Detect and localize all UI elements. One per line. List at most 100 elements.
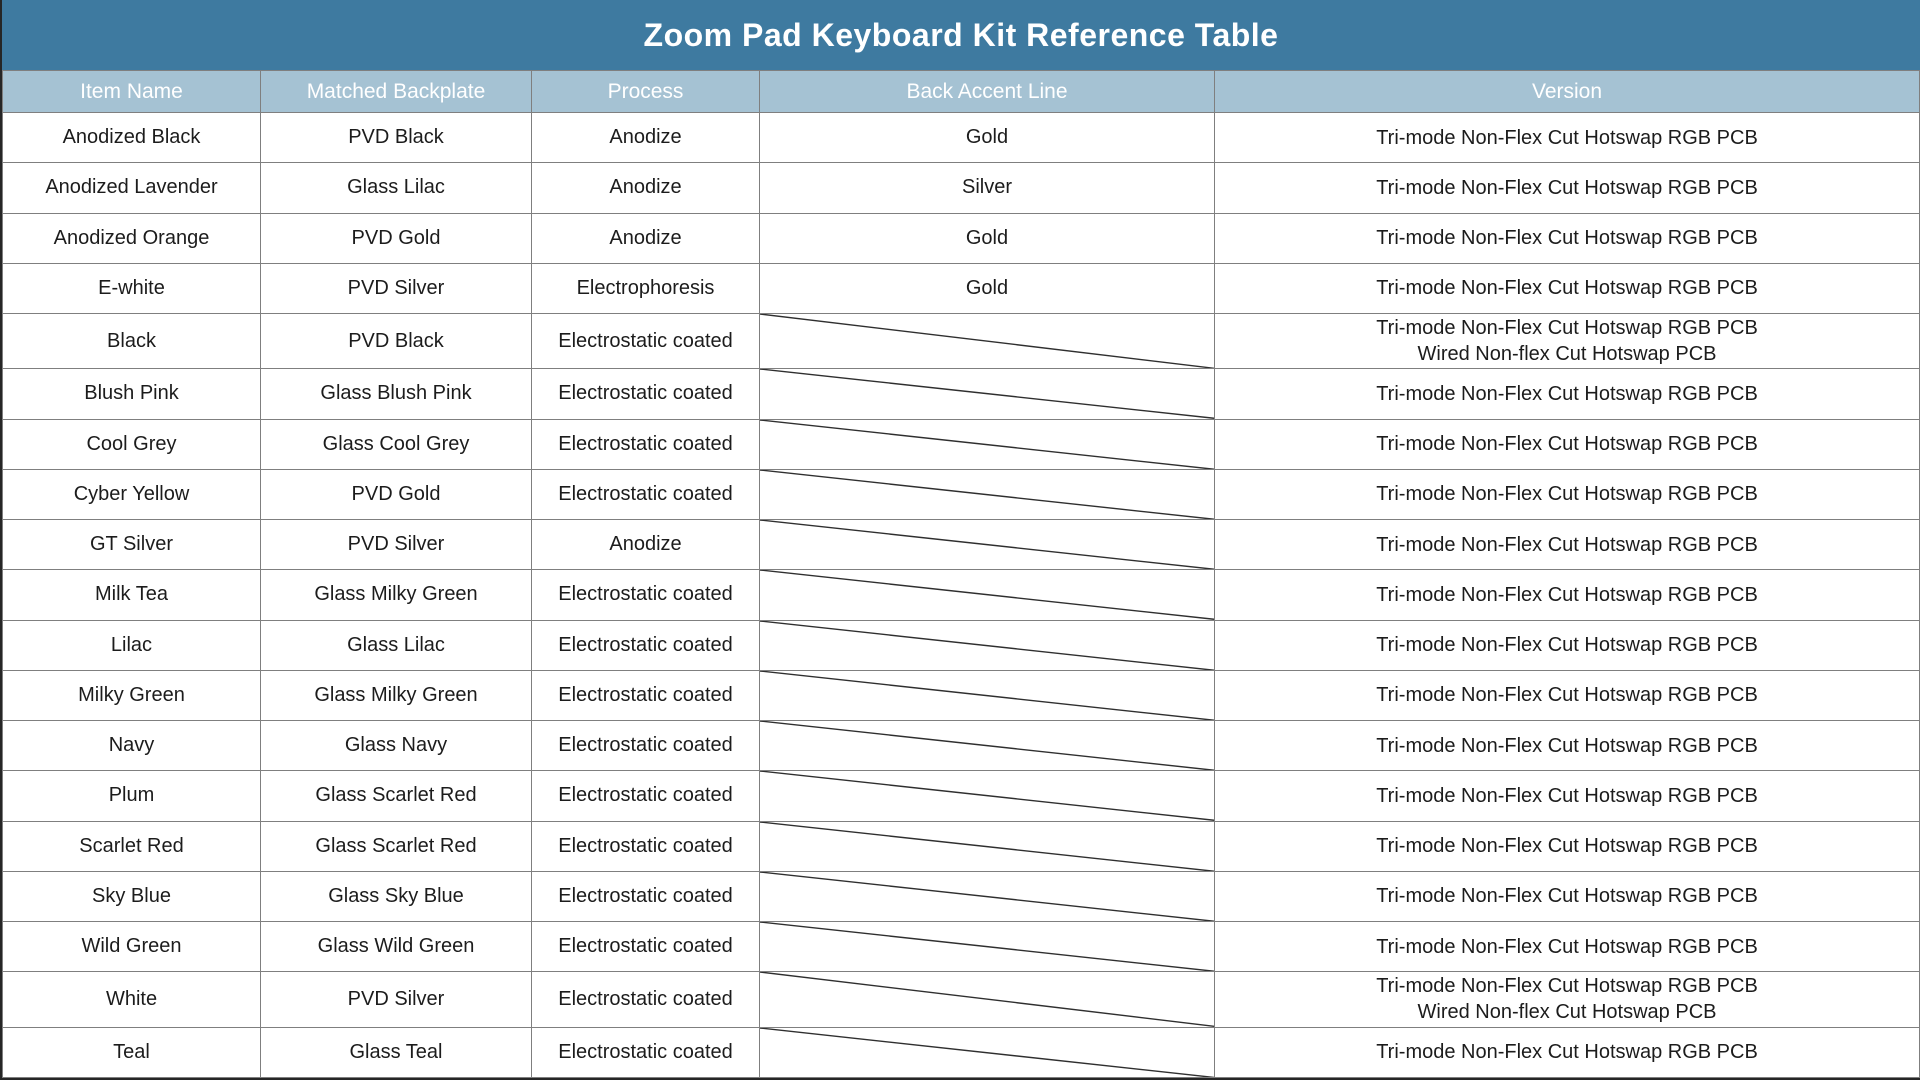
table-row-navy: Navy Glass Navy Electrostatic coated Tri-mo…	[2, 720, 1920, 772]
cell-item-name: E-white	[2, 262, 261, 315]
na-diagonal-line	[760, 771, 1214, 820]
cell-process: Electrostatic coated	[531, 971, 760, 1028]
table-row-milk-tea: Milk Tea Glass Milky Green Electrostatic c…	[2, 569, 1920, 621]
cell-matched-backplate: Glass Scarlet Red	[260, 820, 532, 872]
cell-item-name: Teal	[2, 1026, 261, 1079]
cell-process: Electrostatic coated	[531, 418, 760, 470]
cell-back-accent: Gold	[759, 111, 1215, 164]
na-diagonal-line	[760, 621, 1214, 670]
cell-process: Electrostatic coated	[531, 619, 760, 671]
cell-item-name: Anodized Orange	[2, 212, 261, 264]
cell-back-accent-none	[759, 870, 1215, 923]
cell-version: Tri-mode Non-Flex Cut Hotswap RGB PCB	[1214, 921, 1920, 973]
version-line: Tri-mode Non-Flex Cut Hotswap RGB PCB	[1376, 784, 1758, 807]
version-line: Tri-mode Non-Flex Cut Hotswap RGB PCB	[1376, 533, 1758, 556]
cell-item-name: Milk Tea	[2, 569, 261, 621]
cell-version: Tri-mode Non-Flex Cut Hotswap RGB PCB	[1214, 720, 1920, 772]
cell-item-name: White	[2, 971, 261, 1028]
version-line: Tri-mode Non-Flex Cut Hotswap RGB PCB	[1376, 317, 1758, 340]
table-row-cool-grey: Cool Grey Glass Cool Grey Electrostatic co…	[2, 418, 1920, 470]
na-diagonal-line	[760, 570, 1214, 619]
table-row-scarlet-red: Scarlet Red Glass Scarlet Red Electrostati…	[2, 820, 1920, 872]
cell-matched-backplate: Glass Lilac	[260, 162, 532, 214]
cell-back-accent-none	[759, 1026, 1215, 1079]
column-header-matched-backplate: Matched Backplate	[260, 70, 532, 113]
table-row-blush-pink: Blush Pink Glass Blush Pink Electrostatic …	[2, 368, 1920, 420]
cell-item-name: Wild Green	[2, 921, 261, 973]
na-diagonal-line	[760, 671, 1214, 720]
cell-version: Tri-mode Non-Flex Cut Hotswap RGB PCB	[1214, 162, 1920, 214]
cell-process: Anodize	[531, 162, 760, 214]
cell-matched-backplate: PVD Gold	[260, 212, 532, 264]
cell-item-name: Navy	[2, 720, 261, 772]
table-row-e-white: E-white PVD Silver Electrophoresis Gold Tri-…	[2, 262, 1920, 315]
cell-process: Electrostatic coated	[531, 720, 760, 772]
table-row-gt-silver: GT Silver PVD Silver Anodize Tri-mode Non-F…	[2, 519, 1920, 571]
table-row-sky-blue: Sky Blue Glass Sky Blue Electrostatic coat…	[2, 870, 1920, 923]
table-row-anodized-black: Anodized Black PVD Black Anodize Gold Tri-mo…	[2, 111, 1920, 164]
cell-version: Tri-mode Non-Flex Cut Hotswap RGB PCB	[1214, 1026, 1920, 1079]
table-row-anodized-lavender: Anodized Lavender Glass Lilac Anodize Silve…	[2, 162, 1920, 214]
cell-version: Tri-mode Non-Flex Cut Hotswap RGB PCB	[1214, 262, 1920, 315]
cell-back-accent-none	[759, 312, 1215, 370]
cell-back-accent: Silver	[759, 162, 1215, 214]
cell-matched-backplate: Glass Milky Green	[260, 569, 532, 621]
cell-back-accent-none	[759, 519, 1215, 571]
table-row-wild-green: Wild Green Glass Wild Green Electrostatic …	[2, 921, 1920, 973]
cell-process: Electrostatic coated	[531, 368, 760, 420]
table-row-cyber-yellow: Cyber Yellow PVD Gold Electrostatic coated…	[2, 468, 1920, 521]
cell-matched-backplate: Glass Scarlet Red	[260, 770, 532, 822]
cell-version-highlighted: Tri-mode Non-Flex Cut Hotswap RGB PCB Wir…	[1214, 312, 1920, 370]
cell-item-name: Milky Green	[2, 669, 261, 722]
cell-process: Anodize	[531, 212, 760, 264]
column-header-item-name: Item Name	[2, 70, 261, 113]
version-line: Tri-mode Non-Flex Cut Hotswap RGB PCB	[1376, 583, 1758, 606]
version-line: Tri-mode Non-Flex Cut Hotswap RGB PCB	[1376, 734, 1758, 757]
cell-matched-backplate: PVD Black	[260, 111, 532, 164]
cell-back-accent-none	[759, 569, 1215, 621]
cell-process-highlighted: Anodize	[531, 519, 760, 571]
table-body: Anodized Black PVD Black Anodize Gold Tri-mo…	[2, 111, 1920, 1079]
cell-version: Tri-mode Non-Flex Cut Hotswap RGB PCB	[1214, 212, 1920, 264]
cell-version: Tri-mode Non-Flex Cut Hotswap RGB PCB	[1214, 870, 1920, 923]
version-line: Tri-mode Non-Flex Cut Hotswap RGB PCB	[1376, 634, 1758, 657]
na-diagonal-line	[760, 972, 1214, 1026]
na-diagonal-line	[760, 369, 1214, 418]
cell-version: Tri-mode Non-Flex Cut Hotswap RGB PCB	[1214, 770, 1920, 822]
na-diagonal-line	[760, 721, 1214, 770]
cell-back-accent: Gold	[759, 212, 1215, 264]
cell-item-name: Anodized Black	[2, 111, 261, 164]
cell-item-name: Plum	[2, 770, 261, 822]
na-diagonal-line	[760, 872, 1214, 921]
cell-back-accent-none	[759, 720, 1215, 772]
version-line: Tri-mode Non-Flex Cut Hotswap RGB PCB	[1376, 885, 1758, 908]
cell-back-accent: Gold	[759, 262, 1215, 315]
cell-process: Electrostatic coated	[531, 312, 760, 370]
cell-matched-backplate: Glass Navy	[260, 720, 532, 772]
version-line: Tri-mode Non-Flex Cut Hotswap RGB PCB	[1376, 176, 1758, 199]
cell-version-highlighted: Tri-mode Non-Flex Cut Hotswap RGB PCB Wir…	[1214, 971, 1920, 1028]
version-line: Tri-mode Non-Flex Cut Hotswap RGB PCB	[1376, 835, 1758, 858]
version-line: Wired Non-flex Cut Hotswap PCB	[1417, 1001, 1717, 1024]
na-diagonal-line	[760, 314, 1214, 368]
cell-matched-backplate: Glass Teal	[260, 1026, 532, 1079]
cell-back-accent-none	[759, 468, 1215, 521]
na-diagonal-line	[760, 520, 1214, 569]
cell-process: Electrostatic coated	[531, 669, 760, 722]
cell-matched-backplate: Glass Sky Blue	[260, 870, 532, 923]
page-title: Zoom Pad Keyboard Kit Reference Table	[2, 0, 1920, 70]
na-diagonal-line	[760, 470, 1214, 519]
cell-process: Electrostatic coated	[531, 569, 760, 621]
cell-matched-backplate: Glass Wild Green	[260, 921, 532, 973]
cell-back-accent-none	[759, 368, 1215, 420]
cell-process: Electrostatic coated	[531, 770, 760, 822]
table-row-lilac: Lilac Glass Lilac Electrostatic coated Tri-…	[2, 619, 1920, 671]
version-line: Tri-mode Non-Flex Cut Hotswap RGB PCB	[1376, 433, 1758, 456]
cell-version: Tri-mode Non-Flex Cut Hotswap RGB PCB	[1214, 619, 1920, 671]
cell-version: Tri-mode Non-Flex Cut Hotswap RGB PCB	[1214, 519, 1920, 571]
table-row-black: Black PVD Black Electrostatic coated Tri-mo…	[2, 312, 1920, 370]
table-row-milky-green: Milky Green Glass Milky Green Electrostati…	[2, 669, 1920, 722]
cell-process-highlighted: Electrophoresis	[531, 262, 760, 315]
cell-item-name: Black	[2, 312, 261, 370]
